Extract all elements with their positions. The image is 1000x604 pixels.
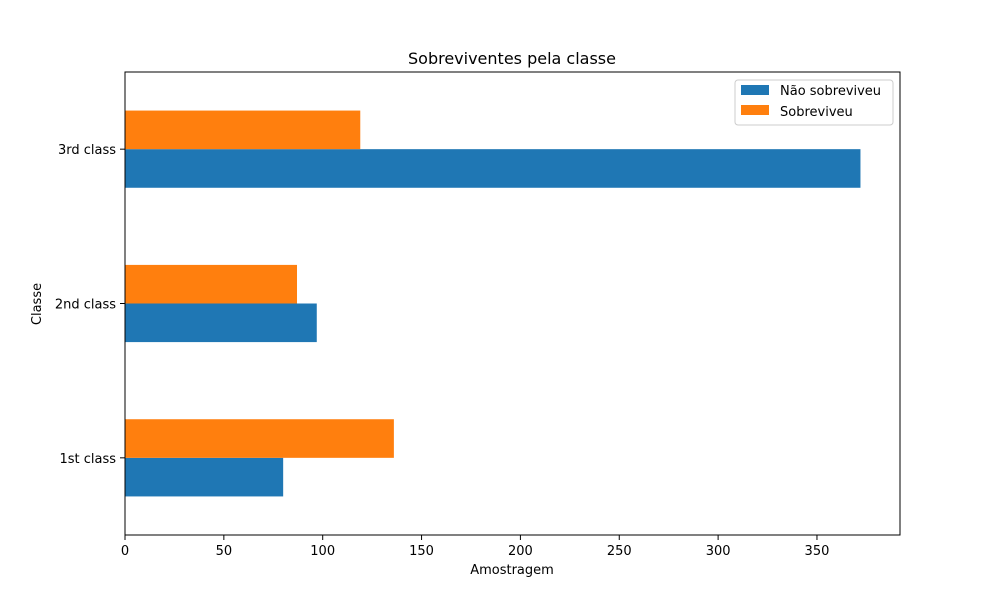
y-tick-label: 3rd class bbox=[58, 143, 116, 158]
bar-sobreviveu-1st-class bbox=[125, 419, 394, 458]
legend-label-nao-sobreviveu: Não sobreviveu bbox=[780, 84, 881, 99]
bar-sobreviveu-2nd-class bbox=[125, 264, 298, 304]
chart-title: Sobreviventes pela classe bbox=[408, 49, 616, 68]
x-tick-label: 350 bbox=[805, 544, 830, 559]
x-tick-label: 0 bbox=[121, 544, 129, 559]
legend-label-sobreviveu: Sobreviveu bbox=[780, 105, 853, 120]
x-tick-label: 100 bbox=[310, 544, 335, 559]
x-tick-label: 50 bbox=[216, 544, 233, 559]
bar-nao-sobreviveu-2nd-class bbox=[125, 303, 317, 343]
legend: Não sobreviveu Sobreviveu bbox=[734, 79, 894, 126]
bar-nao-sobreviveu-3rd-class bbox=[125, 149, 861, 188]
y-tick-label: 1st class bbox=[59, 452, 116, 467]
y-axis-label: Classe bbox=[30, 283, 45, 325]
legend-box bbox=[734, 79, 894, 126]
bars-layer bbox=[125, 110, 861, 497]
x-tick-label: 200 bbox=[508, 544, 533, 559]
x-tick-label: 250 bbox=[607, 544, 632, 559]
x-axis-label: Amostragem bbox=[470, 563, 554, 578]
legend-swatch-sobreviveu bbox=[741, 105, 769, 115]
x-axis-ticks: 0 50 100 150 200 250 300 350 bbox=[121, 535, 830, 559]
bar-sobreviveu-3rd-class bbox=[125, 110, 361, 150]
x-tick-label: 150 bbox=[409, 544, 434, 559]
bar-nao-sobreviveu-1st-class bbox=[125, 457, 284, 497]
y-axis-ticks: 1st class 2nd class 3rd class bbox=[55, 143, 125, 467]
x-tick-label: 300 bbox=[706, 544, 731, 559]
legend-swatch-nao-sobreviveu bbox=[741, 85, 769, 95]
y-tick-label: 2nd class bbox=[55, 298, 116, 313]
